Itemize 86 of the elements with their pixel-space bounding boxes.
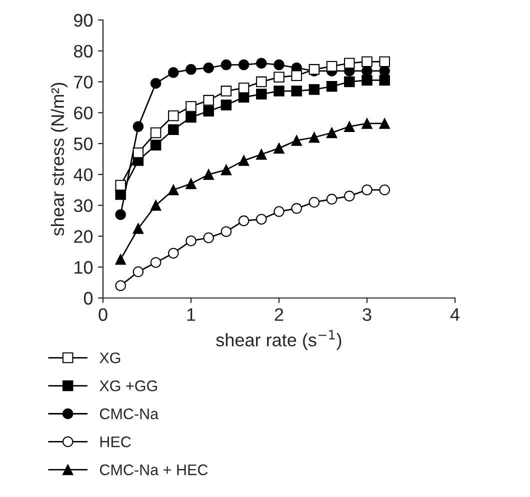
point: [344, 190, 355, 202]
point: [220, 59, 232, 70]
point: [238, 82, 250, 94]
point: [132, 121, 144, 132]
y-tick-label: 0: [84, 292, 93, 305]
point: [291, 135, 302, 146]
point: [115, 254, 126, 265]
point: [203, 94, 214, 106]
x-tick-label: 2: [274, 308, 284, 321]
point: [362, 74, 372, 86]
point: [238, 215, 250, 226]
point: [132, 223, 144, 234]
y-tick-label: 20: [74, 230, 93, 243]
point: [326, 127, 338, 138]
point: [326, 60, 338, 72]
point: [220, 226, 232, 237]
y-tick-label: 30: [74, 199, 93, 212]
point: [291, 86, 302, 96]
point: [308, 84, 320, 95]
legend-label: XG: [100, 352, 120, 364]
point: [150, 127, 162, 138]
y-tick-label: 40: [74, 168, 93, 182]
y-tick-label: 50: [74, 137, 93, 150]
point: [256, 148, 267, 160]
point: [326, 81, 338, 92]
point: [186, 178, 196, 190]
point: [150, 140, 162, 150]
point: [186, 101, 196, 112]
point: [150, 78, 162, 89]
point: [150, 200, 162, 211]
point: [379, 118, 390, 129]
point: [256, 88, 267, 100]
point: [186, 112, 196, 123]
y-tick-label: 60: [74, 106, 93, 120]
point: [186, 64, 196, 75]
point: [203, 232, 214, 244]
point: [220, 164, 232, 176]
point: [274, 59, 284, 70]
x-tick-label: 3: [362, 308, 372, 321]
legend-label: CMC-Na: [100, 408, 159, 420]
x-axis-title: shear rate (s$^{−1}$): [216, 330, 342, 350]
point: [274, 72, 284, 83]
y-tick-label: 10: [74, 261, 93, 274]
point: [379, 74, 390, 86]
point: [344, 121, 355, 132]
point: [203, 106, 214, 117]
point: [344, 76, 355, 88]
point: [291, 70, 302, 81]
legend-label: HEC: [100, 436, 131, 448]
point: [274, 86, 284, 96]
point: [220, 100, 232, 110]
point: [168, 110, 179, 122]
point: [344, 58, 355, 69]
point: [238, 155, 250, 166]
point: [168, 67, 179, 78]
point: [238, 59, 250, 70]
y-axis-title: shear stress (N/m²): [50, 82, 68, 236]
point: [168, 184, 179, 196]
y-tick-label: 80: [74, 44, 93, 58]
point: [362, 118, 372, 129]
point: [220, 86, 232, 96]
point: [256, 58, 267, 69]
point: [132, 147, 144, 158]
point: [308, 132, 320, 143]
point: [168, 248, 179, 259]
legend-label: XG +GG: [100, 380, 158, 392]
x-tick-label: 0: [98, 308, 108, 321]
y-tick-label: 70: [74, 76, 93, 88]
point: [203, 169, 214, 180]
y-tick-label: 90: [74, 14, 93, 27]
x-tick-label: 4: [450, 308, 460, 321]
point: [115, 209, 126, 220]
point: [115, 180, 126, 191]
point: [362, 56, 372, 68]
legend-label: CMC-Na + HEC: [100, 464, 208, 476]
x-tick-label: 1: [187, 308, 196, 321]
point: [150, 257, 162, 268]
point: [362, 184, 372, 196]
point: [326, 194, 338, 205]
point: [186, 235, 196, 246]
point: [168, 124, 179, 136]
point: [256, 76, 267, 88]
point: [274, 142, 284, 154]
point: [291, 203, 302, 214]
point: [115, 189, 126, 200]
point: [203, 62, 214, 74]
